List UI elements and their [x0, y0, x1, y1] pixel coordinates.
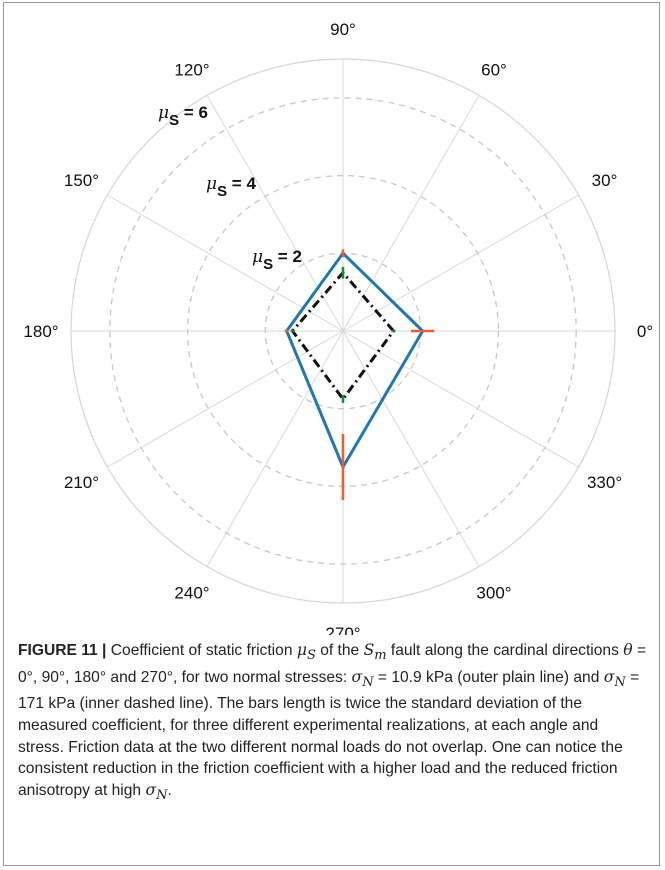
- sigma-subscript: N: [156, 787, 168, 803]
- angle-tick-label: 210°: [64, 473, 99, 492]
- caption-text: fault along the cardinal directions: [386, 642, 624, 659]
- ring-label-symbol: μ: [252, 247, 263, 267]
- spoke-line: [206, 330, 344, 567]
- ring-label-subscript: S: [217, 183, 227, 200]
- ring-label-subscript: S: [263, 256, 273, 273]
- outer-ring: [70, 58, 616, 604]
- polar-chart: 0° 30° 60° 90° 120° 150° 180° 210° 240° 270° 300° 3…: [23, 20, 653, 635]
- angle-tick-label: 330°: [587, 473, 622, 492]
- mu-symbol: μ: [296, 641, 307, 659]
- ring-label-value: = 2: [273, 247, 302, 266]
- spoke-line: [342, 330, 579, 468]
- s-subscript: m: [374, 648, 387, 664]
- sigma-subscript: N: [362, 674, 374, 690]
- angle-tick-label: 240°: [174, 584, 209, 603]
- ring-label: μS = 2: [252, 247, 302, 273]
- sigma-symbol: σ: [145, 780, 157, 799]
- caption-text: = 10.9 kPa (outer plain line) and: [373, 668, 604, 686]
- s-symbol: S: [363, 641, 375, 659]
- spoke-line: [342, 194, 579, 332]
- spoke-line: [342, 330, 480, 567]
- angle-tick-label: 30°: [592, 171, 618, 190]
- angle-tick-label: 150°: [64, 171, 99, 190]
- figure-label: FIGURE 11 |: [18, 642, 107, 659]
- angle-tick-label: 180°: [23, 322, 58, 341]
- ring-label: μS = 6: [158, 103, 208, 129]
- series-layer: [284, 249, 435, 501]
- sigma-subscript: N: [614, 674, 626, 690]
- ring-label-symbol: μ: [158, 103, 169, 123]
- label-layer: 0° 30° 60° 90° 120° 150° 180° 210° 240° 270° 300° 3…: [23, 20, 653, 635]
- spoke-line: [342, 95, 480, 332]
- ring-label: μS = 4: [206, 174, 256, 200]
- angle-tick-label: 120°: [174, 60, 209, 79]
- caption-text: = 0°, 90°, 180° and 270°, for two normal…: [18, 642, 647, 686]
- angle-tick-label: 300°: [476, 584, 511, 603]
- caption-text: of the: [315, 642, 364, 659]
- theta-symbol: θ: [623, 641, 633, 659]
- caption-text: .: [167, 781, 172, 799]
- radial-ring: [109, 97, 577, 565]
- caption-text: = 171 kPa (inner dashed line). The bars …: [18, 668, 640, 799]
- spoke-line: [107, 330, 344, 468]
- ring-label-value: = 6: [179, 103, 208, 122]
- angle-tick-label: 90°: [330, 20, 356, 39]
- sigma-symbol: σ: [351, 667, 363, 686]
- mu-subscript: S: [306, 648, 316, 664]
- angle-tick-label: 60°: [481, 60, 507, 79]
- sigma-symbol: σ: [603, 667, 615, 686]
- ring-label-value: = 4: [227, 174, 256, 193]
- ring-label-symbol: μ: [206, 174, 217, 194]
- spoke-line: [107, 194, 344, 332]
- ring-label-subscript: S: [169, 112, 179, 129]
- figure-caption: FIGURE 11 | Coefficient of static fricti…: [18, 640, 648, 806]
- spoke-line: [206, 95, 344, 332]
- caption-text: Coefficient of static friction: [106, 642, 297, 659]
- figure-frame: [3, 2, 660, 866]
- angle-tick-label: 0°: [637, 322, 653, 341]
- angle-tick-label: 270°: [325, 624, 360, 635]
- polar-grid: [70, 58, 616, 604]
